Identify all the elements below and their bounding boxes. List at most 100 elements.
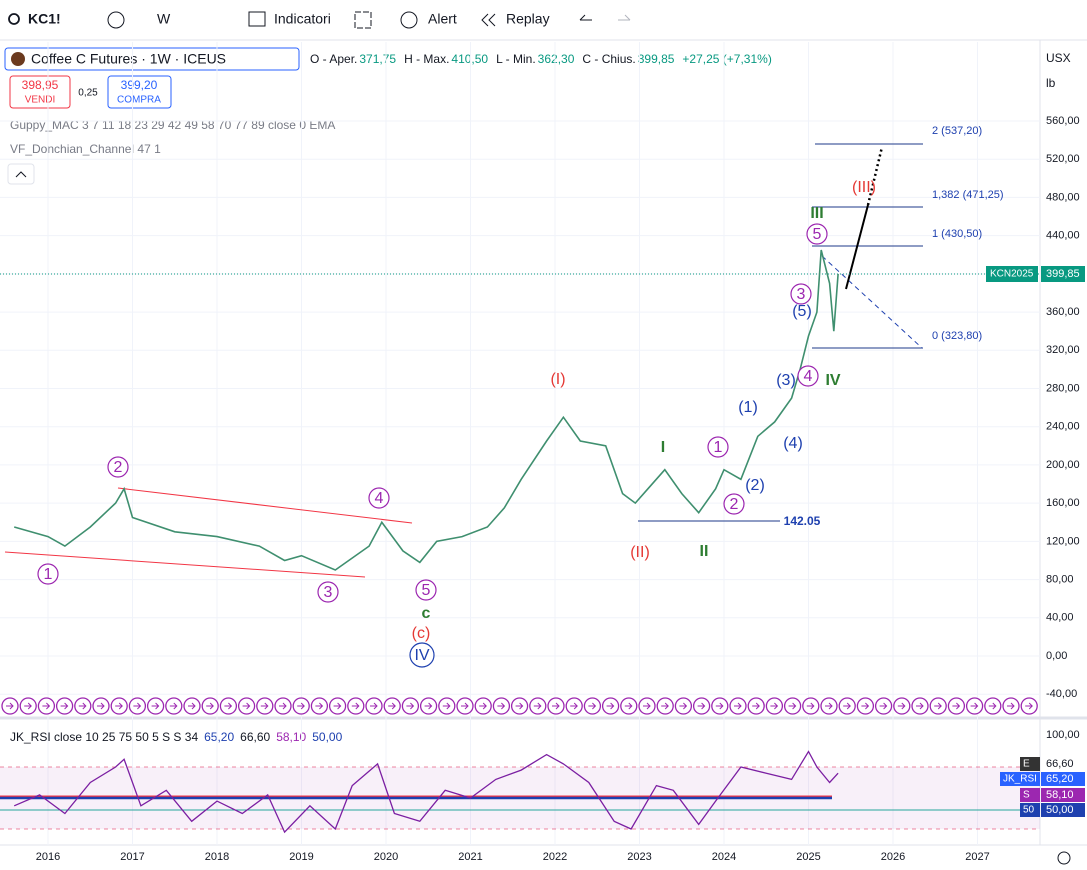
year-label: 2022 <box>543 851 567 863</box>
replay-button[interactable]: Replay <box>506 11 550 27</box>
replay-icon[interactable] <box>481 13 496 27</box>
event-arrow <box>479 702 487 710</box>
sell-button[interactable] <box>9 75 71 109</box>
wave-label: (4) <box>783 435 803 452</box>
event-arrow <box>242 702 251 710</box>
event-arrow <box>752 702 760 710</box>
legend-title: Coffee C Futures · 1W · ICEUS <box>31 51 226 67</box>
rsi-tag-value: 65,20 <box>1046 773 1074 785</box>
wave-label: IV <box>414 647 429 664</box>
wave-label: 4 <box>375 490 384 507</box>
alert-icon[interactable] <box>400 11 418 29</box>
event-arrow <box>60 702 69 710</box>
rsi-line <box>13 750 839 834</box>
indicators-button[interactable]: Indicatori <box>274 11 331 27</box>
ohlc-h: 410,50 <box>451 52 488 66</box>
price-label: 80,00 <box>1046 573 1074 585</box>
rsi-axis: 100,00 <box>1046 729 1080 741</box>
currency[interactable]: USX <box>1046 51 1071 65</box>
event-arrow <box>970 702 979 710</box>
event-arrow <box>952 702 961 710</box>
event-arrow <box>169 702 178 710</box>
ohlc-o: 371,75 <box>359 52 396 66</box>
event-arrow <box>770 702 779 710</box>
event-arrow <box>879 702 888 710</box>
price-label: 320,00 <box>1046 344 1080 356</box>
event-arrow <box>843 702 851 710</box>
event-arrow <box>115 702 123 710</box>
event-arrow <box>188 702 196 710</box>
wave-label: I <box>661 439 665 456</box>
settings-icon[interactable] <box>1057 851 1071 865</box>
event-arrow <box>333 702 342 710</box>
spread: 0,25 <box>78 88 98 99</box>
redo[interactable] <box>618 14 631 21</box>
event-arrow <box>151 702 160 710</box>
ohlc-l_label: L - Min. <box>496 52 536 66</box>
wave-label: 1 <box>44 566 53 583</box>
year-label: 2017 <box>120 851 144 863</box>
event-arrow <box>260 702 269 710</box>
wave-label: (I) <box>550 371 565 388</box>
unit[interactable]: lb <box>1046 76 1056 90</box>
rsi-values: 65,20 66,60 58,10 50,00 <box>204 730 342 744</box>
sell-label[interactable]: VENDI <box>25 95 56 106</box>
year-label: 2026 <box>881 851 905 863</box>
rsi-tag <box>1041 788 1085 802</box>
rsi-tag-value: 58,10 <box>1046 789 1074 801</box>
fib-label: 1 (430,50) <box>932 228 982 240</box>
symbol[interactable]: KC1! <box>28 11 61 27</box>
event-arrow <box>297 702 305 710</box>
wave-circle <box>797 365 819 387</box>
event-arrow <box>78 702 87 710</box>
event-arrow <box>606 702 615 710</box>
sell-price[interactable]: 398,95 <box>22 78 59 92</box>
wave-label: II <box>700 543 709 560</box>
interval[interactable]: W <box>157 11 171 27</box>
rsi-tag <box>1041 757 1085 771</box>
wave-label: (2) <box>745 477 765 494</box>
collapse-icon[interactable] <box>15 171 27 178</box>
wave-label: 1 <box>714 439 723 456</box>
price-label: 40,00 <box>1046 612 1074 624</box>
rsi-tag <box>1020 803 1040 817</box>
wave-circle <box>409 642 435 668</box>
event-arrow <box>934 702 942 710</box>
buy-label[interactable]: COMPRA <box>117 95 161 106</box>
ohlc-c: 399,85 <box>638 52 675 66</box>
undo[interactable] <box>579 14 592 21</box>
rsi-tag-label: S <box>1023 790 1030 801</box>
event-arrow <box>461 702 469 710</box>
fib-label: 2 (537,20) <box>932 125 982 137</box>
indicator-icon[interactable] <box>248 11 266 27</box>
wave-label: 142.05 <box>784 514 821 528</box>
year-label: 2018 <box>205 851 229 863</box>
add-icon[interactable] <box>107 11 125 29</box>
trend-line <box>117 487 413 524</box>
wave-label: (1) <box>738 399 758 416</box>
wave-circle <box>723 493 745 515</box>
year-label: 2024 <box>712 851 736 863</box>
search-icon[interactable] <box>8 13 20 25</box>
rsi-tag-label: JK_RSI <box>1003 774 1037 785</box>
year-label: 2023 <box>627 851 651 863</box>
wave-label: 4 <box>804 368 813 385</box>
ohlc-h_label: H - Max. <box>404 52 449 66</box>
symbol-box[interactable] <box>4 47 300 71</box>
collapse-button[interactable] <box>7 163 35 185</box>
ohlc-o_label: O - Aper. <box>310 52 357 66</box>
price-label: 560,00 <box>1046 115 1080 127</box>
rsi-tag-value: 66,60 <box>1046 758 1074 770</box>
buy-price[interactable]: 399,20 <box>121 78 158 92</box>
price-label: 0,00 <box>1046 650 1067 662</box>
price-label: 200,00 <box>1046 459 1080 471</box>
wave-label: 5 <box>422 582 431 599</box>
price-label: 280,00 <box>1046 382 1080 394</box>
layout-icon[interactable] <box>354 11 372 29</box>
wave-label: 2 <box>114 459 123 476</box>
alert-button[interactable]: Alert <box>428 11 457 27</box>
buy-button[interactable] <box>107 75 172 109</box>
event-arrow <box>552 702 560 710</box>
wave-label: (III) <box>852 179 876 196</box>
